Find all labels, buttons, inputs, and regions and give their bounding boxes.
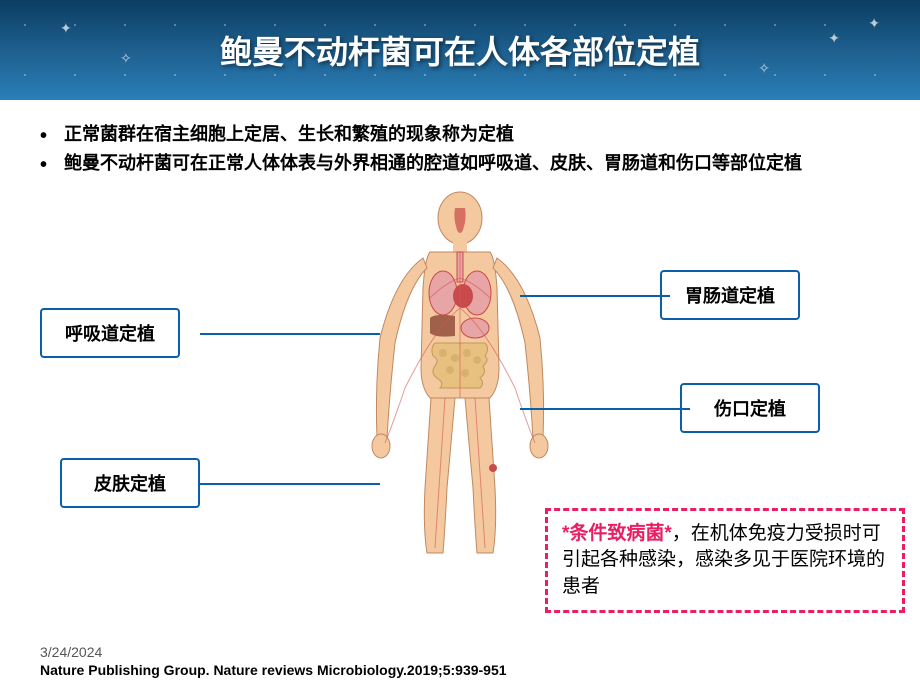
body-diagram: 呼吸道定植 皮肤定植 胃肠道定植 伤口定植 *条件致病菌*，在机体免疫力受损时可… xyxy=(40,188,880,568)
connector-line xyxy=(520,408,690,410)
bullet-list: 正常菌群在宿主细胞上定居、生长和繁殖的现象称为定植 鲍曼不动杆菌可在正常人体体表… xyxy=(40,120,880,178)
sparkle-decoration: ✦ xyxy=(828,30,840,47)
connector-line xyxy=(520,295,670,297)
label-text: 呼吸道定植 xyxy=(65,324,155,344)
label-wound: 伤口定植 xyxy=(680,383,820,433)
label-text: 胃肠道定植 xyxy=(685,286,775,306)
sparkle-decoration: ✦ xyxy=(868,15,880,32)
bullet-item: 鲍曼不动杆菌可在正常人体体表与外界相通的腔道如呼吸道、皮肤、胃肠道和伤口等部位定… xyxy=(40,149,880,178)
label-text: 伤口定植 xyxy=(714,399,786,419)
label-respiratory: 呼吸道定植 xyxy=(40,308,180,358)
footer-date: 3/24/2024 xyxy=(40,644,507,660)
slide-footer: 3/24/2024 Nature Publishing Group. Natur… xyxy=(40,644,507,678)
sparkle-decoration: ✧ xyxy=(758,60,770,77)
note-highlight: *条件致病菌* xyxy=(562,523,672,544)
label-skin: 皮肤定植 xyxy=(60,458,200,508)
footer-citation: Nature Publishing Group. Nature reviews … xyxy=(40,662,507,678)
slide-header: ✦ ✧ ✦ ✧ ✦ 鲍曼不动杆菌可在人体各部位定植 xyxy=(0,0,920,100)
slide-title: 鲍曼不动杆菌可在人体各部位定植 xyxy=(220,27,700,73)
sparkle-decoration: ✧ xyxy=(120,50,132,67)
pathogen-note: *条件致病菌*，在机体免疫力受损时可引起各种感染，感染多见于医院环境的患者 xyxy=(545,508,905,614)
slide-content: 正常菌群在宿主细胞上定居、生长和繁殖的现象称为定植 鲍曼不动杆菌可在正常人体体表… xyxy=(0,100,920,690)
connector-line xyxy=(200,483,380,485)
sparkle-decoration: ✦ xyxy=(60,20,72,37)
connector-line xyxy=(200,333,380,335)
bullet-item: 正常菌群在宿主细胞上定居、生长和繁殖的现象称为定植 xyxy=(40,120,880,149)
human-body-figure xyxy=(335,188,585,558)
label-gi: 胃肠道定植 xyxy=(660,270,800,320)
label-text: 皮肤定植 xyxy=(94,474,166,494)
